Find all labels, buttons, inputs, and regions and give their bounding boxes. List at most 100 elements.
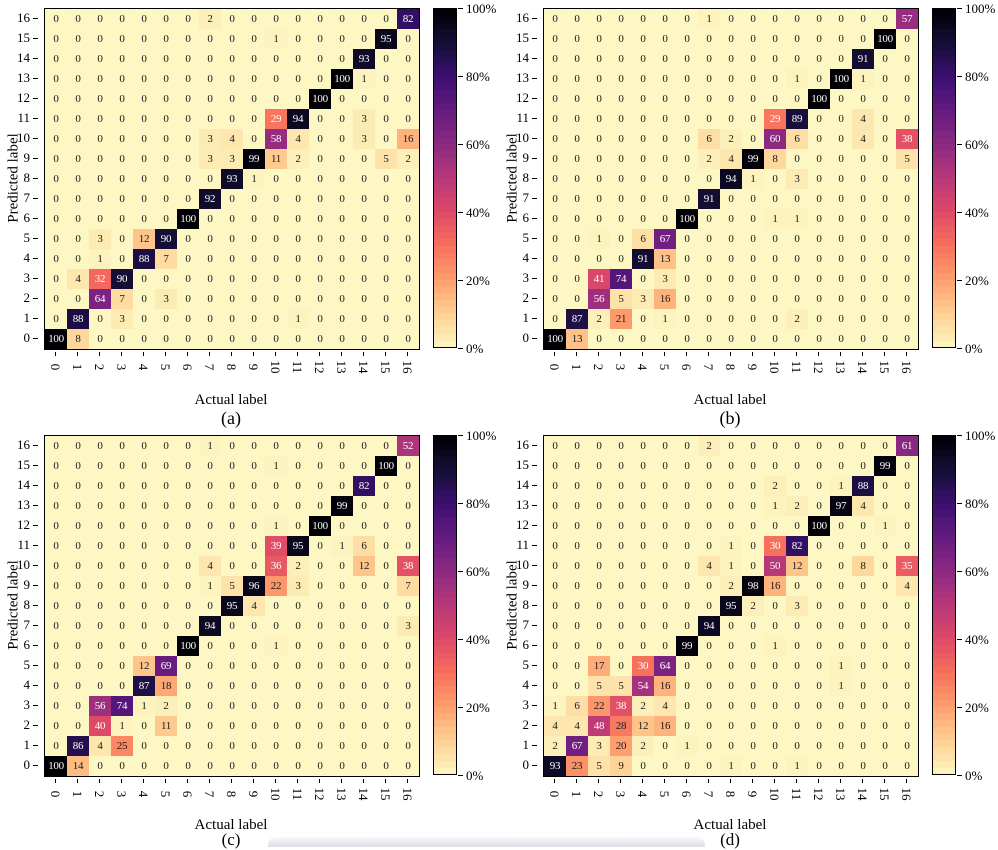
colorbar-band xyxy=(933,747,955,754)
colorbar-band xyxy=(933,510,955,518)
x-tick-label: 15 xyxy=(873,351,895,388)
x-tick-label: 7 xyxy=(697,778,719,815)
heatmap-cell: 0 xyxy=(331,49,353,69)
heatmap-grid: 0 0 0 0 0 0 0 2 0 0 0 0 0 0 0 0 61 0 0 0 0 0 0 0 0 0 0 0 0 0 0 0 99 0 0 0 0 0… xyxy=(543,435,919,777)
heatmap-cell: 0 xyxy=(742,736,764,756)
heatmap-cell: 0 xyxy=(353,596,375,616)
heatmap-cell: 0 xyxy=(676,556,698,576)
heatmap-cell: 0 xyxy=(874,49,896,69)
heatmap-cell: 0 xyxy=(287,616,309,636)
colorbar-band xyxy=(434,9,456,16)
colorbar-band xyxy=(434,469,456,477)
heatmap-cell: 0 xyxy=(588,436,610,456)
x-tick-label: 2 xyxy=(587,778,609,815)
heatmap-cell: 0 xyxy=(221,696,243,716)
heatmap-cell: 0 xyxy=(764,169,786,189)
heatmap-cell: 0 xyxy=(397,109,419,129)
heatmap-cell: 0 xyxy=(566,576,588,596)
heatmap-cell: 0 xyxy=(199,456,221,476)
x-tick-label: 10 xyxy=(264,351,286,388)
heatmap-cell: 9 xyxy=(610,756,632,776)
heatmap-cell: 0 xyxy=(45,129,67,149)
colorbar-band xyxy=(434,198,456,206)
heatmap-cell: 0 xyxy=(808,69,830,89)
heatmap-cell: 0 xyxy=(67,436,89,456)
heatmap-cell: 95 xyxy=(375,29,397,49)
heatmap-cell: 0 xyxy=(698,209,720,229)
heatmap-cell: 0 xyxy=(67,716,89,736)
heatmap-cell: 0 xyxy=(265,496,287,516)
colorbar-band xyxy=(933,693,955,700)
colorbar-band xyxy=(933,313,955,321)
heatmap-cell: 0 xyxy=(375,9,397,29)
x-tick-label: 11 xyxy=(286,778,308,815)
heatmap-cell: 0 xyxy=(353,229,375,249)
heatmap-cell: 0 xyxy=(45,289,67,309)
heatmap-cell: 12 xyxy=(353,556,375,576)
x-tick-label: 7 xyxy=(697,351,719,388)
colorbar-band xyxy=(933,496,955,504)
heatmap-cell: 29 xyxy=(764,109,786,129)
colorbar-band xyxy=(933,326,955,334)
y-tick-label: 5 xyxy=(0,228,39,248)
heatmap-cell: 0 xyxy=(45,596,67,616)
heatmap-cell: 67 xyxy=(566,736,588,756)
heatmap-cell: 0 xyxy=(588,49,610,69)
heatmap-cell: 0 xyxy=(632,516,654,536)
heatmap-cell: 0 xyxy=(764,616,786,636)
colorbar-band xyxy=(434,436,456,443)
heatmap-cell: 0 xyxy=(742,189,764,209)
heatmap-cell: 0 xyxy=(896,636,918,656)
heatmap-cell: 0 xyxy=(309,676,331,696)
heatmap-cell: 0 xyxy=(45,636,67,656)
y-tick-label: 8 xyxy=(0,168,39,188)
heatmap-cell: 89 xyxy=(786,109,808,129)
heatmap-cell: 0 xyxy=(45,309,67,329)
colorbar-band xyxy=(434,706,456,714)
heatmap-cell: 0 xyxy=(221,189,243,209)
colorbar-tick-label: 20% xyxy=(965,699,989,715)
heatmap-cell: 100 xyxy=(177,636,199,656)
heatmap-cell: 0 xyxy=(221,269,243,289)
heatmap-cell: 0 xyxy=(89,556,111,576)
heatmap-cell: 0 xyxy=(610,636,632,656)
heatmap-cell: 0 xyxy=(309,29,331,49)
heatmap-cell: 0 xyxy=(610,456,632,476)
heatmap-cell: 0 xyxy=(610,189,632,209)
heatmap-cell: 0 xyxy=(610,536,632,556)
heatmap-cell: 0 xyxy=(155,456,177,476)
heatmap-cell: 100 xyxy=(676,209,698,229)
heatmap-cell: 0 xyxy=(375,656,397,676)
heatmap-cell: 0 xyxy=(610,9,632,29)
heatmap-cell: 0 xyxy=(588,189,610,209)
heatmap-cell: 0 xyxy=(331,229,353,249)
heatmap-cell: 0 xyxy=(331,456,353,476)
heatmap-cell: 0 xyxy=(852,229,874,249)
colorbar-band xyxy=(434,137,456,145)
heatmap-cell: 0 xyxy=(45,9,67,29)
y-tick-label: 6 xyxy=(0,208,39,228)
colorbar-band xyxy=(933,22,955,30)
heatmap-cell: 0 xyxy=(133,556,155,576)
heatmap-cell: 0 xyxy=(45,49,67,69)
heatmap-cell: 36 xyxy=(265,556,287,576)
heatmap-cell: 0 xyxy=(610,129,632,149)
colorbar-band xyxy=(434,178,456,185)
heatmap-cell: 4 xyxy=(199,556,221,576)
colorbar-band xyxy=(933,56,955,64)
heatmap-cell: 0 xyxy=(676,129,698,149)
heatmap-cell: 2 xyxy=(742,596,764,616)
heatmap-cell: 0 xyxy=(632,456,654,476)
heatmap-cell: 0 xyxy=(610,229,632,249)
colorbar-band xyxy=(933,523,955,531)
heatmap-cell: 0 xyxy=(654,496,676,516)
heatmap-cell: 50 xyxy=(764,556,786,576)
heatmap-cell: 0 xyxy=(375,329,397,349)
colorbar-band xyxy=(933,740,955,748)
heatmap-cell: 0 xyxy=(610,576,632,596)
heatmap-cell: 1 xyxy=(588,229,610,249)
colorbar-tick-mark xyxy=(957,435,962,436)
heatmap-cell: 0 xyxy=(896,696,918,716)
heatmap-cell: 0 xyxy=(265,616,287,636)
colorbar-band xyxy=(434,551,456,558)
